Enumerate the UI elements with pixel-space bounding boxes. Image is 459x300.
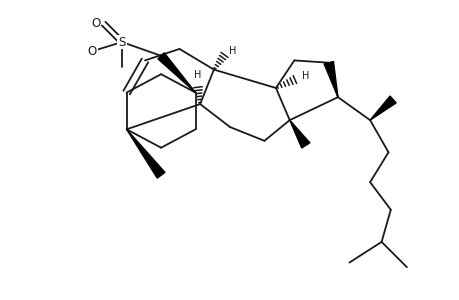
Polygon shape <box>369 96 395 120</box>
Text: H: H <box>194 70 201 80</box>
Polygon shape <box>289 120 309 148</box>
Text: O: O <box>91 17 100 30</box>
Polygon shape <box>126 129 165 178</box>
Text: S: S <box>118 35 125 49</box>
Text: O: O <box>87 45 96 58</box>
Polygon shape <box>324 61 337 97</box>
Text: H: H <box>228 46 235 56</box>
Text: H: H <box>302 71 309 82</box>
Polygon shape <box>157 53 195 93</box>
